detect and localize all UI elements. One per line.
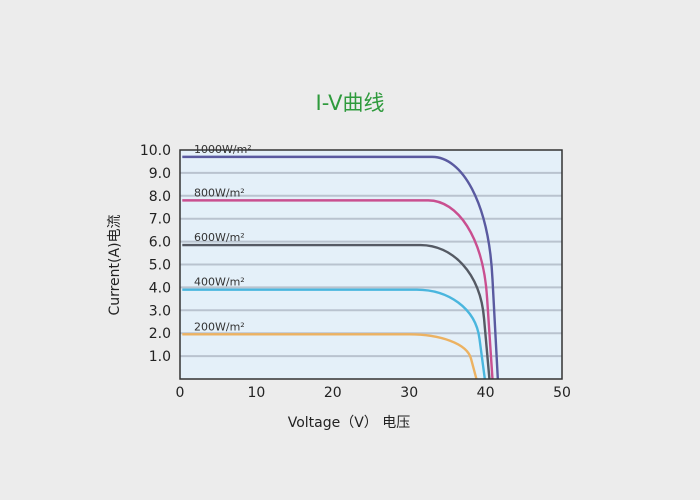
curve-label: 800W/m² — [194, 186, 245, 199]
x-tick-label: 40 — [477, 385, 495, 401]
y-tick-labels: 1.0 2.0 3.0 4.0 5.0 6.0 7.0 8.0 9.0 10.0 — [140, 143, 171, 365]
plot-frame — [179, 149, 563, 380]
x-tick-label: 10 — [247, 385, 265, 401]
y-tick-label: 8.0 — [149, 189, 171, 205]
chart-title: I-V曲线 — [316, 91, 385, 115]
y-tick-label: 9.0 — [149, 166, 171, 182]
x-tick-labels: 0 10 20 30 40 50 — [176, 385, 571, 401]
curve-label: 600W/m² — [194, 231, 245, 244]
curve-label: 400W/m² — [194, 276, 245, 289]
y-tick-label: 7.0 — [149, 212, 171, 228]
x-tick-label: 0 — [176, 385, 185, 401]
iv-curve — [182, 155, 500, 380]
y-tick-label: 2.0 — [149, 326, 171, 342]
curve-labels: 1000W/m² 800W/m² 600W/m² 400W/m² 200W/m² — [194, 143, 252, 333]
y-tick-label: 10.0 — [140, 143, 171, 159]
x-tick-label: 20 — [324, 385, 342, 401]
iv-curve — [182, 288, 487, 380]
y-tick-label: 1.0 — [149, 349, 171, 365]
y-tick-label: 6.0 — [149, 235, 171, 251]
iv-curve — [182, 243, 491, 380]
iv-curve — [182, 333, 478, 380]
iv-curve — [182, 199, 494, 380]
y-tick-label: 4.0 — [149, 280, 171, 296]
curves — [182, 155, 500, 380]
x-tick-label: 30 — [400, 385, 418, 401]
x-tick-label: 50 — [553, 385, 571, 401]
x-axis-label: Voltage（V） 电压 — [288, 415, 411, 431]
curve-label: 1000W/m² — [194, 143, 252, 156]
y-tick-label: 3.0 — [149, 303, 171, 319]
y-axis-label: Current(A)电流 — [107, 214, 123, 315]
curve-label: 200W/m² — [194, 320, 245, 333]
y-tick-label: 5.0 — [149, 258, 171, 274]
